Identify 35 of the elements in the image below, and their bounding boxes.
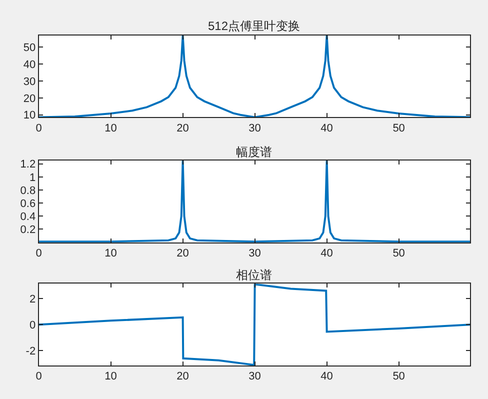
y-tick-label: 0.2	[20, 224, 36, 236]
x-tick-label: 40	[320, 370, 333, 383]
y-tick-label: 1	[29, 172, 36, 184]
y-tick-label: 10	[23, 110, 36, 122]
x-tick-label: 20	[176, 122, 189, 134]
y-tick-label: 0.8	[20, 184, 36, 197]
x-tick-label: 40	[320, 248, 333, 260]
x-tick-label: 10	[104, 248, 117, 260]
y-tick-label: 0.6	[20, 198, 36, 210]
y-tick-label: 40	[23, 58, 36, 71]
y-tick-label: -2	[26, 345, 36, 358]
y-tick-label: 20	[23, 92, 36, 105]
y-tick-label: 30	[23, 76, 36, 88]
x-tick-label: 50	[392, 122, 405, 134]
x-tick-label: 30	[248, 248, 261, 260]
x-tick-label: 50	[392, 370, 405, 383]
y-tick-label: 1.2	[20, 158, 36, 171]
x-tick-label: 10	[104, 370, 117, 383]
x-tick-label: 50	[392, 248, 405, 260]
y-tick-label: 50	[23, 42, 36, 54]
y-tick-label: 2	[29, 293, 36, 306]
y-tick-label: 0.4	[20, 211, 36, 224]
chart-title: 相位谱	[236, 268, 272, 282]
line-series	[38, 160, 470, 242]
x-tick-label: 30	[248, 122, 261, 134]
x-tick-label: 30	[248, 370, 261, 383]
x-tick-label: 20	[176, 248, 189, 260]
chart-title: 512点傅里叶变换	[208, 19, 300, 33]
x-tick-label: 10	[104, 122, 117, 134]
line-series	[38, 284, 470, 366]
y-tick-label: 0	[29, 319, 36, 332]
line-series	[38, 35, 470, 118]
chart-title: 幅度谱	[236, 145, 272, 159]
x-tick-label: 20	[176, 370, 189, 383]
x-tick-label: 40	[320, 122, 333, 134]
